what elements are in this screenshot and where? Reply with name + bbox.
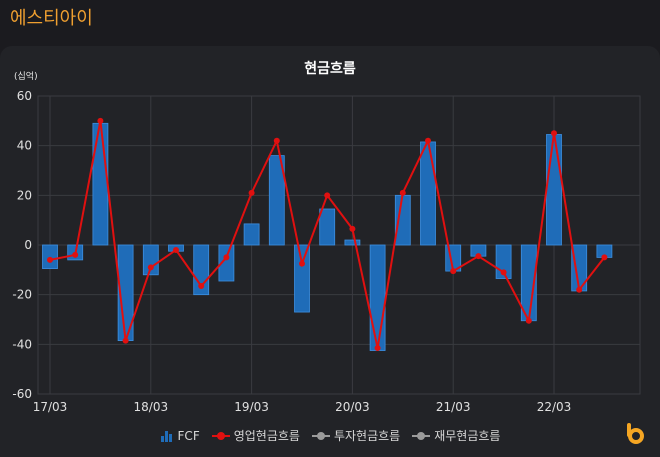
operating-cf-point [147, 264, 154, 271]
operating-cf-point [248, 189, 255, 196]
legend-label-fcf: FCF [177, 428, 200, 443]
y-tick-label: -20 [12, 288, 32, 302]
operating-cf-point [324, 192, 331, 199]
fcf-bar [268, 155, 285, 246]
operating-cf-point [273, 137, 280, 144]
legend: FCF 영업현금흐름 투자현금흐름 재무현금흐름 [0, 427, 660, 444]
b-logo-icon [627, 423, 644, 444]
fcf-bar [243, 223, 260, 246]
line-series-icon [211, 431, 230, 440]
y-tick-label: 0 [24, 238, 32, 252]
operating-cf-point [551, 130, 557, 137]
fcf-bar [218, 244, 235, 282]
operating-cf-point [97, 117, 104, 124]
bar-series-icon [160, 430, 172, 442]
operating-cf-point [475, 253, 482, 260]
y-unit-label: (십억) [14, 72, 38, 82]
fcf-bar [546, 134, 562, 246]
y-tick-label: 20 [17, 188, 32, 202]
y-tick-label: 60 [17, 89, 32, 103]
legend-item-financing[interactable]: 재무현금흐름 [412, 427, 500, 444]
fcf-bar [319, 208, 336, 246]
x-tick-label: 22/03 [537, 400, 572, 414]
operating-cf-point [173, 246, 179, 253]
x-tick-label: 21/03 [436, 400, 471, 414]
operating-cf-point [299, 260, 305, 267]
operating-cf-point [601, 254, 608, 261]
fcf-bar [92, 122, 109, 246]
operating-cf-point [72, 251, 79, 258]
y-tick-label: -60 [12, 387, 32, 401]
x-tick-label: 18/03 [134, 400, 169, 414]
fcf-bar [369, 244, 386, 351]
legend-label-operating: 영업현금흐름 [233, 429, 300, 443]
chart-card [0, 46, 660, 457]
line-series-icon [311, 431, 330, 440]
operating-cf-point [223, 254, 230, 261]
operating-cf-point [349, 225, 356, 232]
fcf-bar [42, 244, 58, 269]
fcf-bar [420, 141, 436, 246]
y-tick-labels: 60 40 20 0 -20 -40 -60 [12, 89, 32, 401]
fcf-bar [294, 244, 310, 313]
y-tick-label: -40 [12, 337, 32, 351]
operating-cf-point [198, 282, 205, 289]
legend-item-fcf[interactable]: FCF [160, 427, 200, 444]
operating-cf-point [425, 137, 431, 144]
y-tick-label: 40 [17, 139, 32, 153]
operating-cf-point [399, 189, 406, 196]
legend-label-investing: 투자현금흐름 [333, 429, 401, 443]
operating-cf-point [122, 337, 129, 344]
operating-cf-point [374, 345, 381, 352]
operating-cf-point [47, 256, 53, 263]
company-name[interactable]: 에스티아이 [10, 8, 93, 29]
legend-label-financing: 재무현금흐름 [434, 429, 501, 443]
x-tick-label: 17/03 [33, 400, 68, 414]
fcf-bar [142, 244, 159, 276]
legend-item-investing[interactable]: 투자현금흐름 [311, 427, 401, 444]
operating-cf-point [525, 317, 532, 324]
operating-cf-points [47, 117, 608, 352]
x-tick-labels: 17/03 18/03 19/03 20/03 21/03 22/03 [33, 400, 572, 414]
operating-cf-point [576, 286, 583, 293]
fcf-bar [344, 239, 361, 246]
line-series-icon [412, 431, 431, 440]
x-tick-label: 19/03 [234, 400, 269, 414]
operating-cf-point [500, 269, 507, 276]
legend-item-operating[interactable]: 영업현금흐름 [211, 427, 300, 444]
x-tick-label: 20/03 [335, 400, 370, 414]
chart-title: 현금흐름 [304, 61, 356, 77]
operating-cf-point [450, 268, 457, 275]
